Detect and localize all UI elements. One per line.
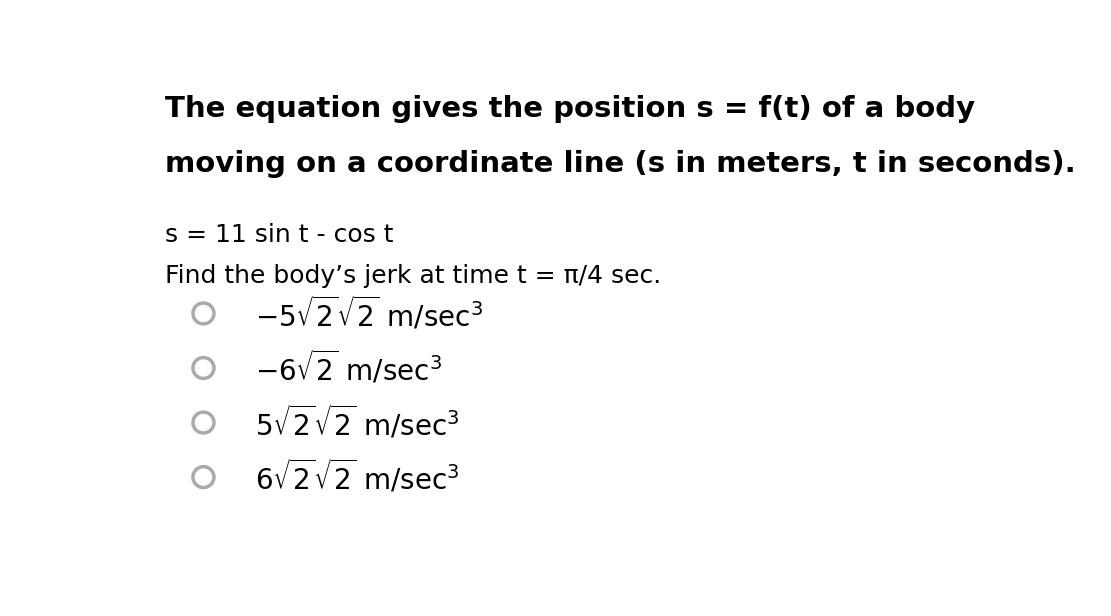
Text: Find the body’s jerk at time t = π/4 sec.: Find the body’s jerk at time t = π/4 sec… xyxy=(164,264,661,288)
Text: s = 11 sin t - cos t: s = 11 sin t - cos t xyxy=(164,224,393,248)
Text: $- 5\sqrt{2}\sqrt{2}$ m/sec$^3$: $- 5\sqrt{2}\sqrt{2}$ m/sec$^3$ xyxy=(256,294,483,332)
Text: $6\sqrt{2}\sqrt{2}$ m/sec$^3$: $6\sqrt{2}\sqrt{2}$ m/sec$^3$ xyxy=(256,458,460,496)
Text: $- 6\sqrt{2}$ m/sec$^3$: $- 6\sqrt{2}$ m/sec$^3$ xyxy=(256,349,442,387)
Text: moving on a coordinate line (s in meters, t in seconds).: moving on a coordinate line (s in meters… xyxy=(164,150,1075,178)
Text: $5\sqrt{2}\sqrt{2}$ m/sec$^3$: $5\sqrt{2}\sqrt{2}$ m/sec$^3$ xyxy=(256,403,460,442)
Text: The equation gives the position s = f(t) of a body: The equation gives the position s = f(t)… xyxy=(164,95,974,123)
